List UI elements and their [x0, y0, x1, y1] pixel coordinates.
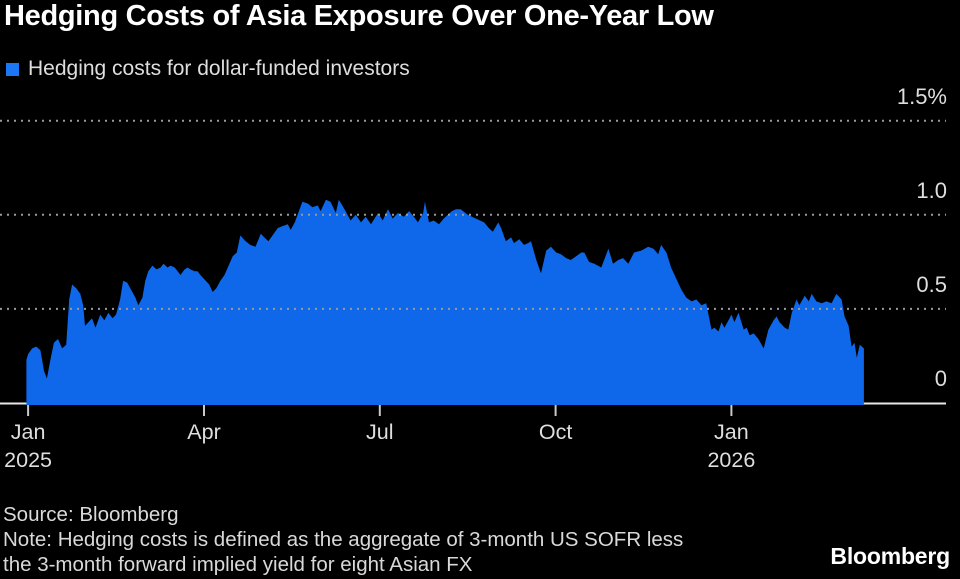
- bloomberg-logo: Bloomberg: [830, 543, 950, 569]
- y-axis-label: 1.0: [916, 177, 947, 203]
- x-axis-label: Jul: [366, 420, 394, 444]
- legend-label: Hedging costs for dollar-funded investor…: [28, 57, 410, 80]
- footer: Source: Bloomberg Note: Hedging costs is…: [3, 503, 683, 577]
- x-axis-label: Jan 2026: [707, 420, 756, 472]
- chart-area: 0 0.5 1.0 1.5% Jan 2025 Apr Jul Oct Jan 2026: [0, 83, 960, 505]
- y-axis-label: 1.5%: [896, 83, 947, 109]
- x-axis-label: Jan 2025: [4, 420, 53, 472]
- y-axis-label: 0.5: [916, 271, 947, 297]
- note-line-1: Note: Hedging costs is defined as the ag…: [3, 527, 684, 551]
- legend: Hedging costs for dollar-funded investor…: [6, 57, 410, 81]
- area-series: [26, 199, 864, 405]
- source-text: Source: Bloomberg: [3, 503, 179, 526]
- y-axis-label: 0: [934, 366, 947, 391]
- chart-svg: [0, 119, 946, 416]
- x-axis-label: Oct: [538, 420, 573, 444]
- legend-swatch-icon: [6, 62, 19, 76]
- note-line-2: the 3-month forward implied yield for ei…: [3, 552, 473, 576]
- chart-title: Hedging Costs of Asia Exposure Over One-…: [4, 0, 714, 32]
- x-axis-label: Apr: [187, 420, 221, 444]
